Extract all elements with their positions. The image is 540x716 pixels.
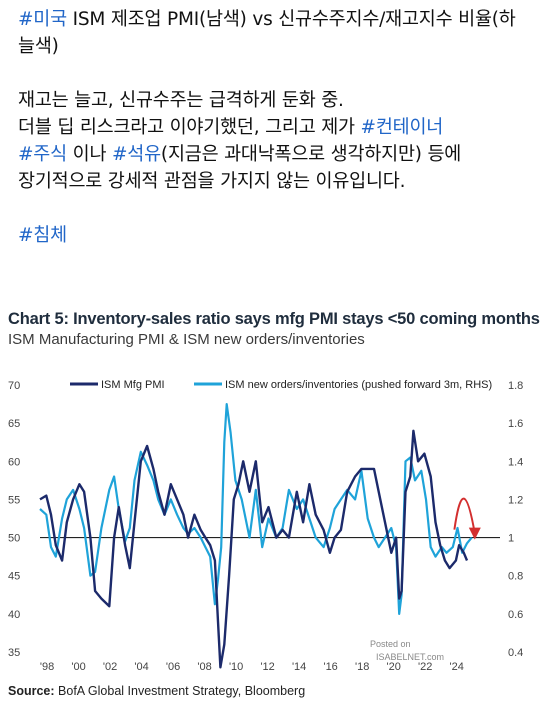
x-tick-label: '10	[229, 661, 243, 673]
legend-label-ism-mfg-pmi: ISM Mfg PMI	[101, 379, 165, 391]
post-line-3-text-2: (지금은 과대낙폭으로 생각하지만) 등에	[160, 144, 462, 165]
post-line-1: 재고는 늘고, 신규수주는 급격하게 둔화 중.	[18, 90, 344, 111]
x-tick-label: '08	[197, 661, 211, 673]
right-tick-label: 0.6	[508, 609, 523, 621]
x-tick-label: '24	[450, 661, 464, 673]
source-label: Source:	[8, 684, 55, 698]
x-tick-label: '18	[355, 661, 369, 673]
chart-subtitle: ISM Manufacturing PMI & ISM new orders/i…	[8, 331, 365, 348]
chart-image: Chart 5: Inventory-sales ratio says mfg …	[0, 300, 540, 716]
x-tick-label: '16	[323, 661, 337, 673]
post-line-3: #주식 이나 #석유(지금은 과대낙폭으로 생각하지만) 등에	[18, 141, 528, 168]
headline-text: ISM 제조업 PMI(남색) vs 신규수주지수/재고지수 비율(하늘색)	[18, 9, 516, 57]
left-tick-label: 55	[8, 494, 20, 506]
post-line-4: 장기적으로 강세적 관점을 가지지 않는 이유입니다.	[18, 171, 406, 192]
left-tick-label: 35	[8, 647, 20, 659]
series-line-new-orders-inventories	[39, 403, 473, 615]
hashtag-container[interactable]: #컨테이너	[360, 117, 444, 138]
watermark-posted-on: Posted on	[370, 639, 411, 649]
source-text: BofA Global Investment Strategy, Bloombe…	[58, 684, 306, 698]
x-tick-label: '20	[386, 661, 400, 673]
post-line-2: 더블 딥 리스크라고 이야기했던, 그리고 제가 #컨테이너	[18, 114, 528, 141]
hashtag-recession[interactable]: #침체	[18, 225, 67, 246]
right-tick-label: 0.4	[508, 647, 523, 659]
x-tick-label: '04	[134, 661, 148, 673]
left-tick-label: 65	[8, 418, 20, 430]
right-tick-label: 1.8	[508, 380, 523, 392]
right-tick-label: 1.6	[508, 418, 523, 430]
right-tick-label: 1.4	[508, 456, 523, 468]
left-axis-ticks: 35 40 45 50 55 60 65 70	[8, 380, 20, 659]
red-curved-arrow	[453, 497, 476, 534]
x-tick-label: '98	[40, 661, 54, 673]
watermark-isabelnet: ISABELNET.com	[376, 652, 444, 662]
left-tick-label: 60	[8, 456, 20, 468]
series-line-ism-mfg-pmi	[39, 429, 469, 669]
post-headline: #미국 ISM 제조업 PMI(남색) vs 신규수주지수/재고지수 비율(하늘…	[18, 6, 528, 60]
hashtag-stocks[interactable]: #주식	[18, 144, 67, 165]
right-tick-label: 1	[508, 533, 514, 545]
x-tick-label: '06	[166, 661, 180, 673]
chart-title: Chart 5: Inventory-sales ratio says mfg …	[8, 310, 540, 328]
post-footer-tag: #침체	[18, 222, 528, 249]
post-text: #미국 ISM 제조업 PMI(남색) vs 신규수주지수/재고지수 비율(하늘…	[18, 6, 528, 249]
left-tick-label: 50	[8, 533, 20, 545]
x-tick-label: '22	[418, 661, 432, 673]
x-tick-label: '12	[260, 661, 274, 673]
post-line-2-text: 더블 딥 리스크라고 이야기했던, 그리고 제가	[18, 117, 361, 138]
right-tick-label: 1.2	[508, 494, 523, 506]
x-tick-label: '00	[71, 661, 85, 673]
post-line-3-text-1: 이나	[66, 144, 112, 165]
left-tick-label: 40	[8, 609, 20, 621]
chart-source: Source: BofA Global Investment Strategy,…	[8, 684, 305, 698]
right-axis-ticks: 0.4 0.6 0.8 1 1.2 1.4 1.6 1.8	[508, 380, 523, 659]
x-tick-label: '14	[292, 661, 306, 673]
x-tick-label: '02	[103, 661, 117, 673]
left-tick-label: 45	[8, 571, 20, 583]
hashtag-usa[interactable]: #미국	[18, 9, 67, 30]
legend-label-new-orders-inventories: ISM new orders/inventories (pushed forwa…	[225, 379, 492, 391]
hashtag-oil[interactable]: #석유	[111, 144, 161, 165]
right-tick-label: 0.8	[508, 571, 523, 583]
red-arrow-head	[468, 527, 481, 540]
legend: ISM Mfg PMI ISM new orders/inventories (…	[70, 379, 492, 391]
x-axis-ticks: '98 '00 '02 '04 '06 '08 '10 '12 '14 '16 '18 '20 '22 '…	[40, 661, 464, 673]
left-tick-label: 70	[8, 380, 20, 392]
